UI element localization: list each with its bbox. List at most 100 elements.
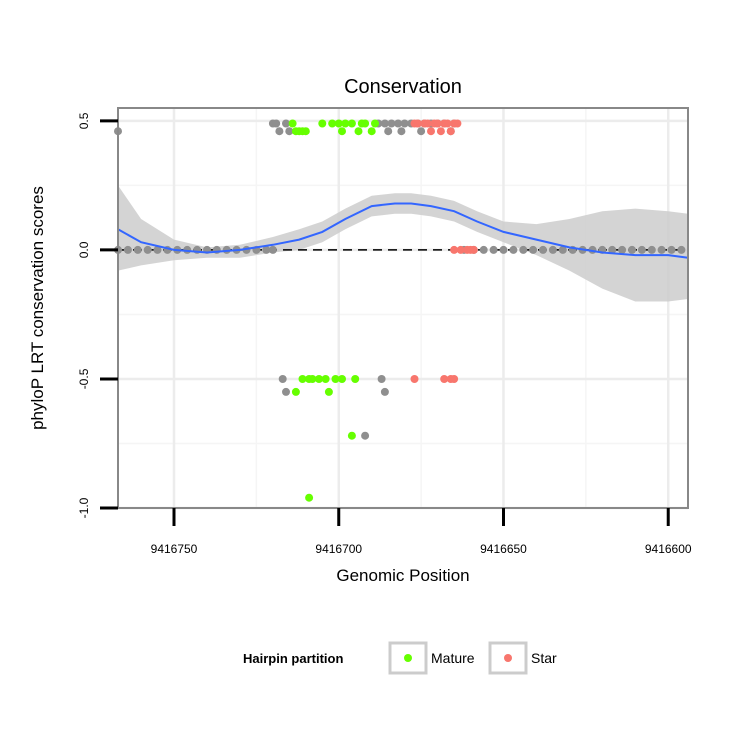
point-star: [443, 119, 452, 128]
point-other: [489, 245, 498, 254]
point-star: [446, 127, 455, 136]
point-mature: [371, 119, 379, 128]
point-star: [433, 119, 442, 128]
point-other: [285, 127, 294, 136]
point-mature: [354, 127, 363, 136]
point-other: [417, 127, 426, 136]
point-mature: [291, 387, 300, 396]
x-tick-label: 9416650: [480, 542, 527, 556]
point-mature: [324, 387, 333, 396]
smooth-confidence-band: [118, 185, 688, 302]
point-mature: [331, 375, 340, 383]
point-other: [397, 127, 406, 136]
point-layer: [114, 119, 686, 502]
panel-border: [117, 107, 689, 509]
point-other: [637, 245, 646, 254]
legend-label-mature: Mature: [431, 650, 475, 666]
smooth-line: [117, 202, 689, 259]
smooth-line-layer: [117, 202, 689, 259]
point-other: [282, 119, 290, 128]
point-other: [628, 245, 636, 254]
point-other: [519, 245, 528, 254]
axes: 0.5 0.0 -0.5 -1.0 9416750 9416700 9416650 94166…: [77, 112, 692, 556]
point-other: [479, 245, 488, 254]
point-star: [413, 119, 422, 128]
point-other: [539, 245, 547, 254]
point-other: [153, 245, 162, 254]
y-tick-label: -1.0: [77, 497, 91, 518]
point-mature: [334, 119, 343, 128]
point-star: [410, 375, 419, 383]
point-other: [361, 431, 370, 440]
y-tick-label: 0.0: [77, 241, 91, 258]
point-mature: [347, 119, 356, 128]
point-star: [440, 375, 449, 383]
x-tick-label: 9416700: [315, 542, 362, 556]
y-tick-label: -0.5: [77, 368, 91, 389]
point-mature: [321, 375, 330, 383]
point-other: [275, 127, 284, 136]
legend-dot-mature: [404, 654, 412, 662]
point-other: [618, 245, 627, 254]
x-tick-label: 9416750: [151, 542, 198, 556]
point-other: [272, 119, 281, 128]
y-axis-label: phyloP LRT conservation scores: [28, 186, 47, 430]
point-star: [436, 127, 445, 136]
point-star: [450, 375, 459, 383]
point-star: [453, 119, 462, 128]
x-tick-label: 9416600: [645, 542, 692, 556]
point-other: [380, 119, 389, 128]
point-other: [529, 245, 538, 254]
point-mature: [328, 119, 337, 128]
point-other: [400, 119, 409, 128]
point-other: [268, 245, 277, 254]
legend: Hairpin partition Mature Star: [243, 641, 557, 675]
point-other: [262, 245, 271, 254]
point-mature: [338, 127, 346, 136]
point-mature: [298, 375, 307, 383]
point-star: [427, 127, 435, 136]
point-other: [387, 119, 396, 128]
point-other: [667, 245, 676, 254]
point-other: [278, 375, 287, 383]
point-other: [384, 127, 393, 136]
point-other: [123, 245, 132, 254]
point-other: [509, 245, 518, 254]
point-other: [548, 245, 557, 254]
point-mature: [347, 431, 356, 440]
point-mature: [318, 119, 327, 128]
point-mature: [315, 375, 323, 383]
point-other: [143, 245, 152, 254]
point-mature: [341, 119, 350, 128]
point-star: [456, 245, 465, 254]
x-axis-label: Genomic Position: [336, 566, 469, 585]
point-mature: [361, 119, 370, 128]
point-other: [133, 245, 142, 254]
point-mature: [367, 127, 376, 136]
point-other: [282, 387, 290, 396]
y-tick-label: 0.5: [77, 112, 91, 129]
point-star: [423, 119, 432, 128]
plot-panel: [118, 108, 688, 508]
point-mature: [351, 375, 360, 383]
chart-title: Conservation: [344, 76, 462, 98]
point-star: [450, 245, 459, 254]
point-other: [608, 245, 617, 254]
point-other: [380, 387, 389, 396]
point-other: [558, 245, 567, 254]
point-mature: [305, 493, 314, 502]
point-mature: [301, 127, 310, 136]
point-other: [677, 245, 686, 254]
point-other: [499, 245, 508, 254]
legend-title: Hairpin partition: [243, 651, 343, 666]
legend-label-star: Star: [531, 650, 557, 666]
point-mature: [308, 375, 317, 383]
point-mature: [288, 119, 297, 128]
point-other: [647, 245, 656, 254]
confidence-band-layer: [118, 185, 688, 302]
point-star: [469, 245, 478, 254]
legend-dot-star: [504, 654, 512, 662]
point-other: [657, 245, 666, 254]
point-other: [377, 375, 386, 383]
